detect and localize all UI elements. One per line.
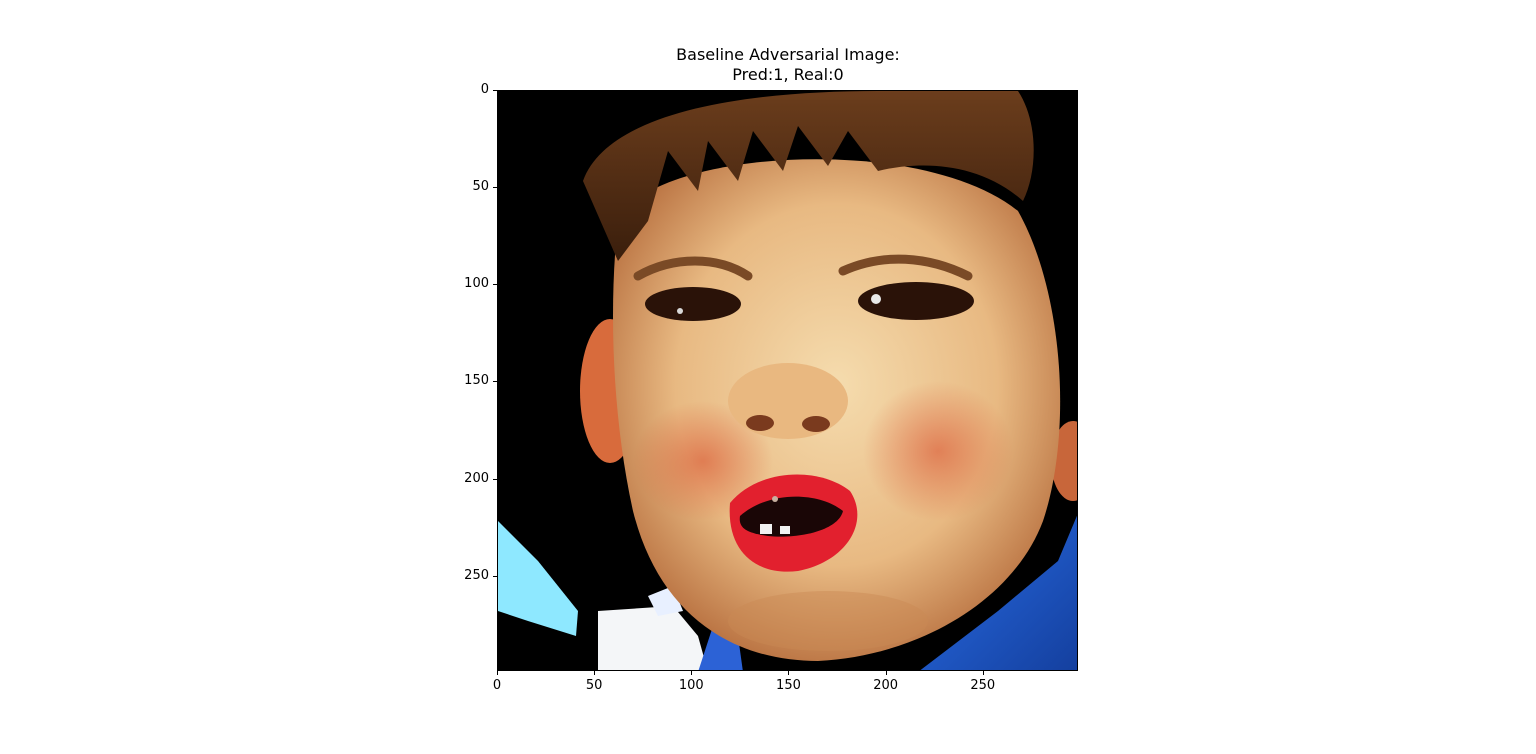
y-tick-label: 100 <box>464 276 489 292</box>
y-tick-label: 200 <box>464 470 489 486</box>
y-tick-mark <box>493 284 497 286</box>
y-tick-label: 50 <box>472 179 489 195</box>
image-axes <box>497 90 1078 671</box>
x-tick-mark <box>497 671 498 675</box>
y-tick-mark <box>493 478 497 480</box>
y-tick-mark <box>493 575 497 577</box>
x-tick-mark <box>594 671 596 675</box>
y-tick-label: 150 <box>464 373 489 389</box>
x-tick-label: 200 <box>873 678 899 693</box>
x-tick-label: 100 <box>678 678 704 693</box>
x-tick-mark <box>982 671 984 675</box>
x-tick-mark <box>691 671 693 675</box>
child-face-photo <box>498 91 1077 670</box>
x-tick-label: 150 <box>776 678 801 693</box>
x-tick-mark <box>885 671 887 675</box>
title-line-1: Baseline Adversarial Image: <box>676 45 900 64</box>
x-tick-label: 250 <box>970 678 996 693</box>
x-tick-label: 50 <box>585 678 603 693</box>
x-tick-label: 0 <box>492 678 502 693</box>
title-line-2: Pred:1, Real:0 <box>732 65 844 84</box>
y-tick-label: 0 <box>480 82 489 97</box>
y-tick-mark <box>493 187 497 189</box>
y-tick-mark <box>493 381 497 383</box>
y-tick-mark <box>493 90 497 91</box>
figure-title: Baseline Adversarial Image: Pred:1, Real… <box>498 45 1078 85</box>
x-tick-mark <box>788 671 790 675</box>
y-tick-label: 250 <box>464 567 489 583</box>
